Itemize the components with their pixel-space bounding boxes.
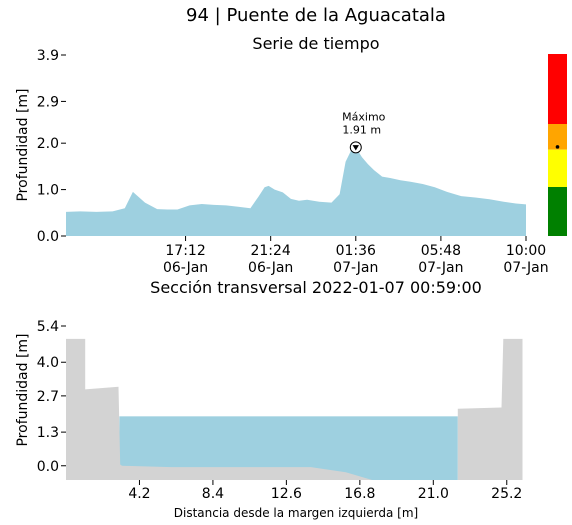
- x-tick-date-label: 07-Jan: [503, 260, 548, 276]
- cross-section-xlabel: Distancia desde la margen izquierda [m]: [174, 506, 418, 520]
- y-tick-label: 2.7: [37, 389, 59, 405]
- x-tick-label: 4.2: [128, 486, 150, 502]
- x-tick-time-label: 21:24: [250, 243, 290, 259]
- y-tick-label: 1.3: [37, 425, 59, 441]
- time-series-chart: Serie de tiempo Profundidad [m] 0.0 1.0 2.…: [15, 34, 549, 276]
- depth-series-area: [66, 147, 526, 236]
- alert-level-verde: [548, 187, 567, 236]
- y-tick-label: 2.0: [37, 136, 59, 152]
- max-annotation-label: Máximo: [342, 110, 386, 123]
- x-tick-time-label: 17:12: [165, 243, 205, 259]
- x-tick-time-label: 01:36: [336, 243, 376, 259]
- figure-title: 94 | Puente de la Aguacatala: [186, 5, 446, 26]
- y-tick-label: 1.0: [37, 183, 59, 199]
- alert-level-naranja: [548, 124, 567, 150]
- max-marker-triangle-icon: [352, 145, 359, 151]
- x-tick-date-label: 07-Jan: [333, 260, 378, 276]
- x-tick-label: 25.2: [491, 486, 522, 502]
- cross-section-chart: Sección transversal 2022-01-07 00:59:00 …: [15, 278, 523, 520]
- current-level-marker: [555, 145, 560, 149]
- y-tick-label: 4.0: [37, 355, 59, 371]
- alert-scale: [548, 54, 567, 236]
- y-tick-label: 2.9: [37, 94, 59, 110]
- riverbed-profile-area: [66, 338, 523, 480]
- x-tick-label: 12.6: [271, 486, 302, 502]
- time-series-title: Serie de tiempo: [252, 34, 379, 53]
- max-annotation-value: 1.91 m: [342, 123, 381, 136]
- y-tick-label: 5.4: [37, 319, 59, 335]
- y-tick-label: 3.9: [37, 48, 59, 64]
- x-tick-time-label: 05:48: [421, 243, 461, 259]
- cross-section-title: Sección transversal 2022-01-07 00:59:00: [150, 278, 482, 297]
- x-tick-time-label: 10:00: [506, 243, 546, 259]
- x-tick-label: 21.0: [418, 486, 449, 502]
- alert-level-amarillo: [548, 149, 567, 187]
- y-tick-label: 0.0: [37, 229, 59, 245]
- time-series-ylabel: Profundidad [m]: [15, 88, 31, 201]
- x-tick-label: 8.4: [202, 486, 224, 502]
- cross-section-ylabel: Profundidad [m]: [15, 333, 31, 446]
- x-tick-date-label: 07-Jan: [418, 260, 463, 276]
- x-tick-date-label: 06-Jan: [163, 260, 208, 276]
- alert-level-rojo: [548, 54, 567, 124]
- y-tick-label: 0.0: [37, 459, 59, 475]
- x-tick-date-label: 06-Jan: [248, 260, 293, 276]
- x-tick-label: 16.8: [344, 486, 375, 502]
